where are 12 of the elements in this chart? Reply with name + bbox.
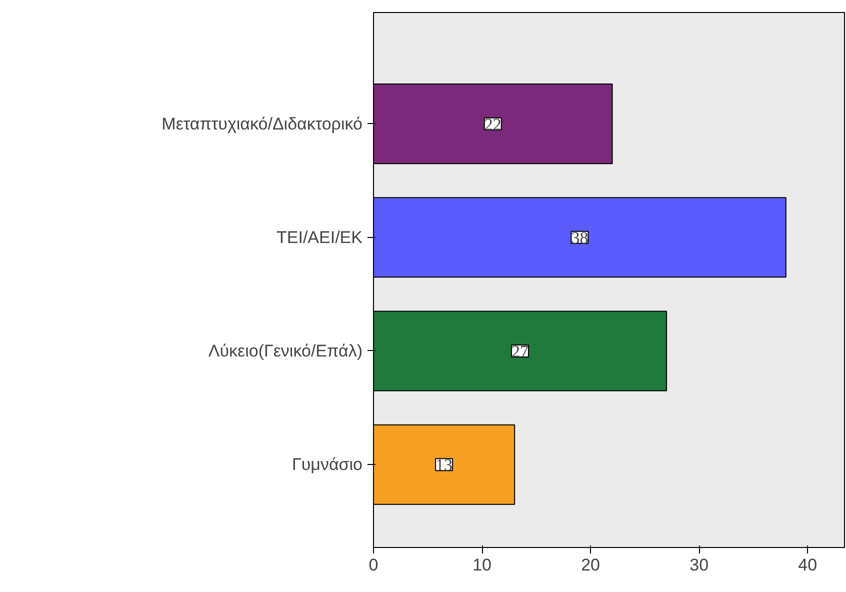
y-tick-label: Μεταπτυχιακό/Διδακτορικό: [162, 114, 363, 134]
x-tick-label: 40: [798, 556, 818, 574]
y-tick-label: Λύκειο(Γενικό/Επάλ): [208, 341, 363, 360]
data-label: 27: [512, 342, 530, 361]
x-tick-label: 30: [690, 556, 709, 574]
x-tick-label: 0: [368, 556, 378, 574]
y-tick-label: ΤΕΙ/ΑΕΙ/ΕΚ: [276, 228, 364, 247]
x-tick-label: 10: [472, 556, 492, 574]
data-label: 38: [571, 228, 588, 248]
y-tick-label: Γυμνάσιο: [292, 455, 363, 474]
x-tick-label: 20: [581, 556, 600, 574]
data-label: 22: [484, 114, 502, 134]
